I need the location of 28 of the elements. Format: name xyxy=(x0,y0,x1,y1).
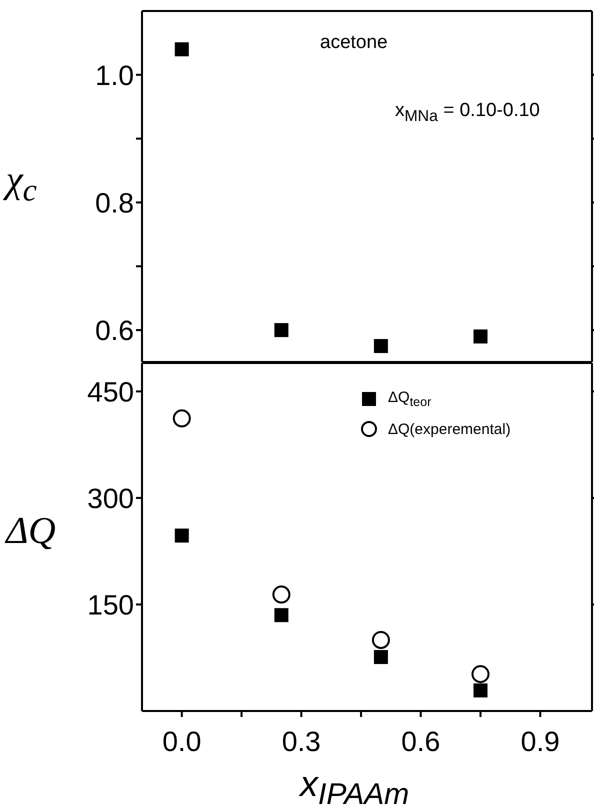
point xyxy=(272,586,290,604)
legend-label: ΔQ(experemental) xyxy=(388,420,511,438)
x-tick-label: 0.0 xyxy=(162,726,202,757)
x-axis-title: x$_{IPAAm}$ xyxy=(300,763,410,812)
annotation: acetone xyxy=(320,32,388,54)
point xyxy=(372,630,390,649)
y-tick-label: 0.6 xyxy=(95,315,134,346)
point xyxy=(172,409,191,428)
x-tick-label: 0.6 xyxy=(401,726,440,757)
point xyxy=(174,528,189,543)
y-tick-label: 450 xyxy=(87,376,134,408)
y-tick-label: 300 xyxy=(87,482,134,514)
y-tick-label: 1.0 xyxy=(95,60,134,91)
point xyxy=(471,665,490,684)
annotation: x$_{MNa}$ = 0.10-0.10 xyxy=(395,100,540,126)
y-tick-label: 150 xyxy=(87,589,134,620)
y-tick-label: 0.8 xyxy=(95,187,134,218)
x-tick-label: 0.9 xyxy=(520,726,560,757)
point xyxy=(473,683,488,698)
x-tick-label: 0.3 xyxy=(282,726,321,757)
y-axis-title: ΔQ xyxy=(6,508,56,552)
point xyxy=(473,329,488,344)
point xyxy=(374,650,388,664)
legend-label: ΔQ$_{teor}$ xyxy=(388,389,432,409)
point xyxy=(174,42,189,56)
point xyxy=(374,339,388,354)
point xyxy=(274,608,288,622)
point xyxy=(274,323,288,338)
